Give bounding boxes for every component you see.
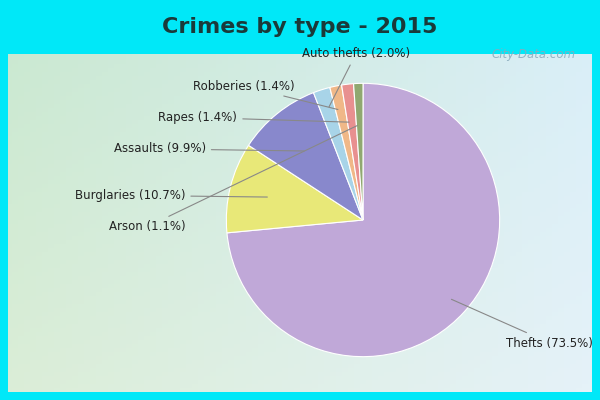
Wedge shape: [226, 145, 363, 233]
Wedge shape: [341, 84, 363, 220]
Text: Thefts (73.5%): Thefts (73.5%): [451, 299, 593, 350]
Text: Assaults (9.9%): Assaults (9.9%): [114, 142, 304, 156]
Wedge shape: [313, 88, 363, 220]
Text: Auto thefts (2.0%): Auto thefts (2.0%): [302, 47, 410, 107]
Text: Arson (1.1%): Arson (1.1%): [109, 126, 357, 233]
Text: Burglaries (10.7%): Burglaries (10.7%): [75, 189, 268, 202]
Bar: [0, 0, 8, 400]
Bar: [0, 0, 600, 54]
Wedge shape: [353, 83, 363, 220]
Text: Robberies (1.4%): Robberies (1.4%): [193, 80, 338, 110]
Wedge shape: [248, 93, 363, 220]
Wedge shape: [227, 83, 500, 357]
Bar: [592, 0, 600, 400]
Text: City-Data.com: City-Data.com: [492, 48, 576, 61]
Text: Rapes (1.4%): Rapes (1.4%): [158, 111, 349, 124]
Bar: [0, 392, 600, 400]
Text: Crimes by type - 2015: Crimes by type - 2015: [163, 17, 437, 37]
Wedge shape: [330, 85, 363, 220]
